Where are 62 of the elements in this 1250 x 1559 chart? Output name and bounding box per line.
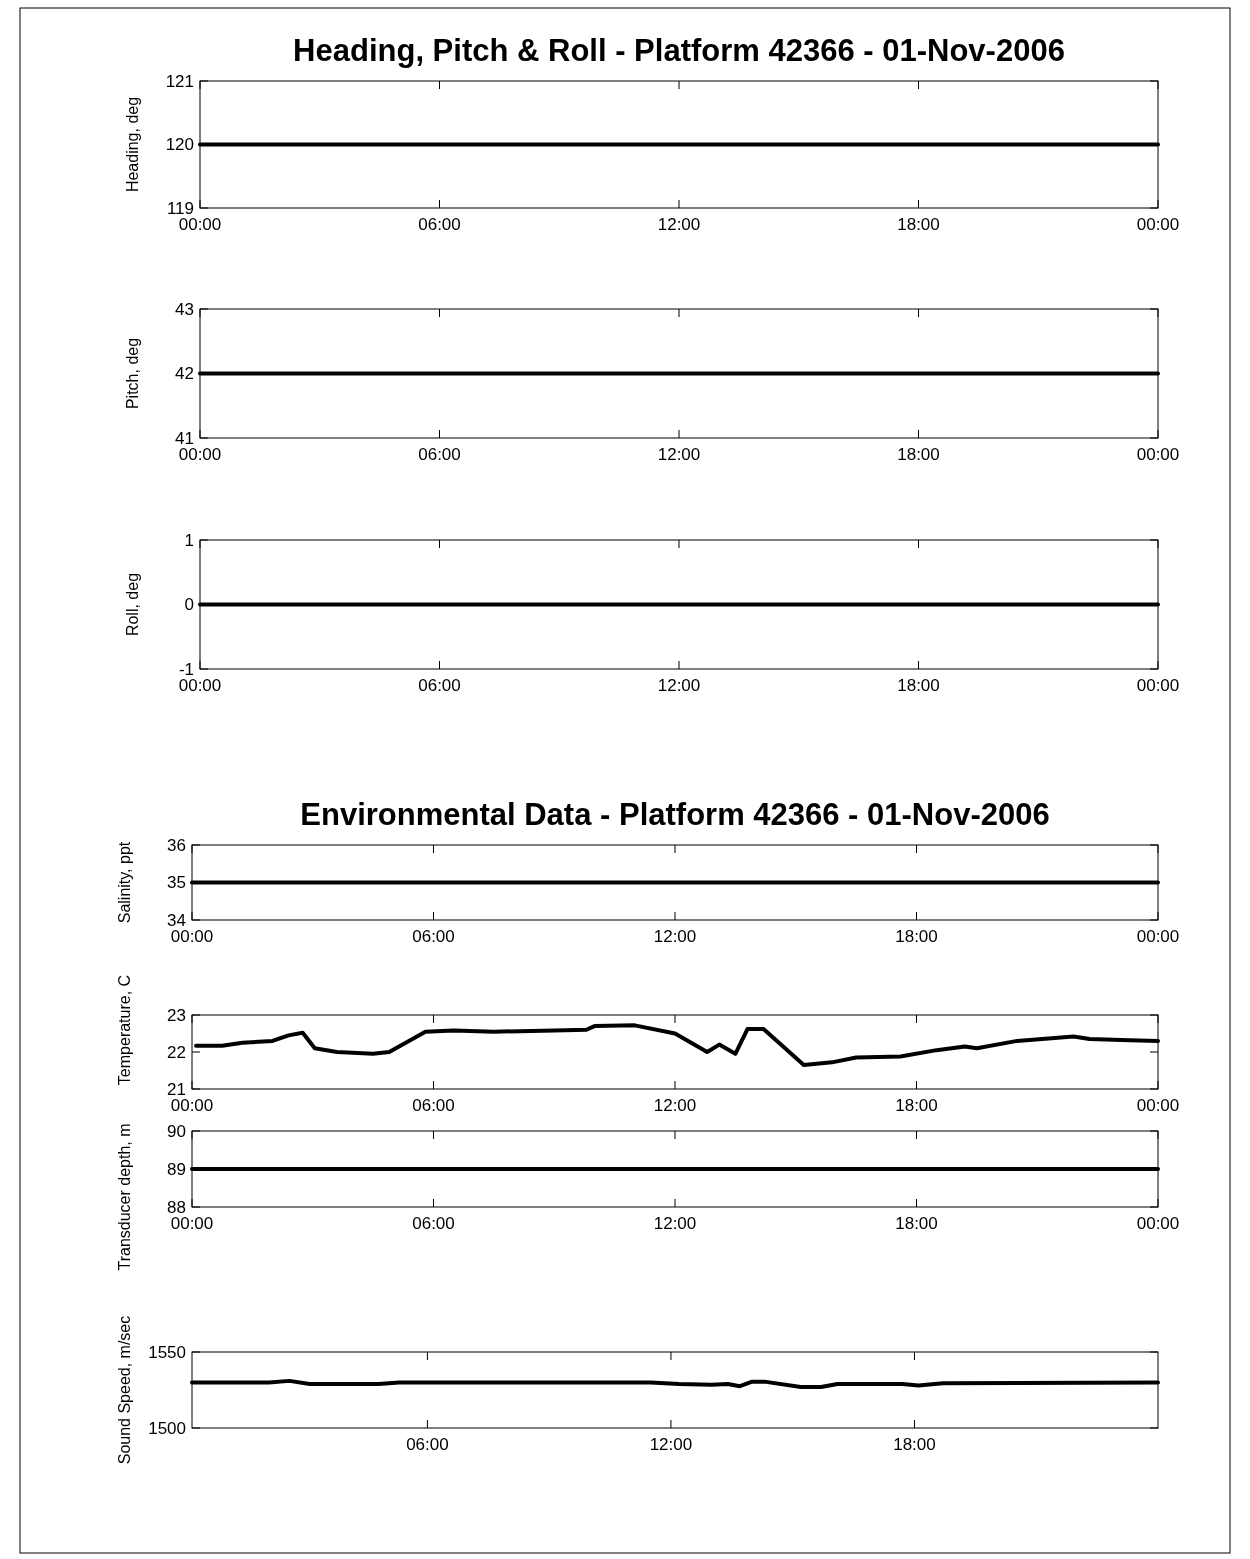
chart-title: Environmental Data - Platform 42366 - 01-Nov-2006 bbox=[300, 797, 1050, 832]
x-tick-label: 12:00 bbox=[653, 1096, 697, 1115]
y-tick-label: 121 bbox=[165, 71, 194, 91]
x-tick-label: 00:00 bbox=[1136, 445, 1180, 464]
x-tick-label: 12:00 bbox=[653, 927, 697, 946]
y-tick-label: 34 bbox=[167, 910, 186, 930]
x-tick-label: 00:00 bbox=[170, 927, 214, 946]
x-tick-label: 06:00 bbox=[412, 927, 455, 946]
x-tick-label: 12:00 bbox=[657, 676, 701, 695]
y-tick-label: 1500 bbox=[148, 1418, 186, 1438]
x-tick-label: 06:00 bbox=[406, 1435, 449, 1454]
y-axis-title: Temperature, C bbox=[116, 974, 133, 1086]
y-tick-label: 41 bbox=[175, 428, 194, 448]
chart-title: Heading, Pitch & Roll - Platform 42366 - 01-Nov-2006 bbox=[293, 33, 1065, 68]
y-axis-title: Sound Speed, m/sec bbox=[116, 1315, 133, 1465]
x-tick-label: 06:00 bbox=[418, 676, 461, 695]
x-tick-label: 00:00 bbox=[178, 445, 222, 464]
x-tick-label: 00:00 bbox=[170, 1096, 214, 1115]
y-axis-title: Roll, deg bbox=[124, 572, 141, 637]
x-tick-label: 12:00 bbox=[657, 215, 701, 234]
x-tick-label: 18:00 bbox=[897, 445, 940, 464]
y-tick-label: 120 bbox=[165, 135, 194, 155]
y-axis-title: Heading, deg bbox=[124, 96, 141, 193]
y-tick-label: 89 bbox=[167, 1159, 186, 1179]
x-tick-label: 00:00 bbox=[178, 676, 222, 695]
y-tick-label: 35 bbox=[167, 873, 186, 893]
x-tick-label: 18:00 bbox=[895, 1096, 938, 1115]
x-tick-label: 06:00 bbox=[412, 1096, 455, 1115]
x-tick-label: 00:00 bbox=[178, 215, 222, 234]
x-tick-label: 00:00 bbox=[1136, 927, 1180, 946]
y-axis-title: Pitch, deg bbox=[124, 337, 141, 410]
y-tick-label: 0 bbox=[184, 595, 194, 615]
x-tick-label: 00:00 bbox=[170, 1214, 214, 1233]
x-tick-label: 18:00 bbox=[897, 215, 940, 234]
y-tick-label: 1 bbox=[184, 530, 194, 550]
x-tick-label: 06:00 bbox=[412, 1214, 455, 1233]
y-tick-label: 90 bbox=[167, 1121, 186, 1141]
y-tick-label: 88 bbox=[167, 1197, 186, 1217]
y-tick-label: 43 bbox=[175, 299, 194, 319]
x-tick-label: 18:00 bbox=[897, 676, 940, 695]
x-tick-label: 00:00 bbox=[1136, 676, 1180, 695]
x-tick-label: 06:00 bbox=[418, 445, 461, 464]
x-tick-label: 00:00 bbox=[1136, 215, 1180, 234]
x-tick-label: 00:00 bbox=[1136, 1096, 1180, 1115]
x-tick-label: 18:00 bbox=[895, 927, 938, 946]
x-tick-label: 00:00 bbox=[1136, 1214, 1180, 1233]
x-tick-label: 12:00 bbox=[657, 445, 701, 464]
y-tick-label: 21 bbox=[167, 1079, 186, 1099]
y-tick-label: 23 bbox=[167, 1005, 186, 1025]
x-tick-label: 18:00 bbox=[893, 1435, 936, 1454]
y-tick-label: -1 bbox=[178, 659, 194, 679]
x-tick-label: 18:00 bbox=[895, 1214, 938, 1233]
y-tick-label: 1550 bbox=[148, 1342, 186, 1362]
x-tick-label: 12:00 bbox=[653, 1214, 697, 1233]
y-tick-label: 36 bbox=[167, 835, 186, 855]
y-tick-label: 22 bbox=[167, 1042, 186, 1062]
y-axis-title: Transducer depth, m bbox=[116, 1123, 133, 1271]
y-tick-label: 42 bbox=[175, 364, 194, 384]
y-tick-label: 119 bbox=[166, 198, 194, 218]
x-tick-label: 12:00 bbox=[649, 1435, 693, 1454]
y-axis-title: Salinity, ppt bbox=[116, 841, 133, 924]
x-tick-label: 06:00 bbox=[418, 215, 461, 234]
